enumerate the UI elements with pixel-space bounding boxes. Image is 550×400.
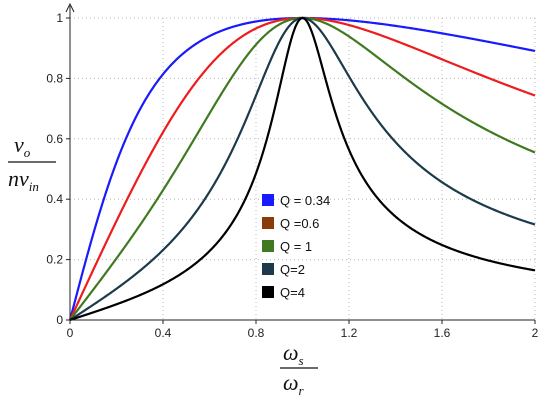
x-tick-label: 2 (532, 326, 539, 340)
legend-label: Q = 1 (280, 239, 312, 254)
x-label-numerator: ωs (283, 340, 304, 368)
y-label-denominator: nvin (8, 166, 39, 194)
legend-label: Q = 0.34 (280, 193, 330, 208)
series-line-4 (69, 16, 536, 322)
legend-swatch (262, 286, 274, 298)
x-label-denominator: ωr (283, 370, 305, 398)
y-tick-label: 0 (56, 313, 63, 327)
legend-swatch (262, 194, 274, 206)
y-label-numerator: vo (14, 132, 31, 160)
legend-swatch (262, 240, 274, 252)
y-tick-label: 0.4 (46, 192, 63, 206)
x-tick-label: 1.6 (434, 326, 451, 340)
y-axis-arrow (65, 2, 75, 13)
legend-swatch (262, 263, 274, 275)
legend-label: Q=4 (280, 285, 305, 300)
x-tick-label: 0.4 (155, 326, 172, 340)
legend-label: Q =0.6 (280, 216, 319, 231)
legend: Q = 0.34 Q =0.6 Q = 1 Q=2 Q=4 (262, 193, 330, 300)
tick-labels: 0 0.4 0.8 1.2 1.6 2 0 0.2 0.4 0.6 0.8 1 (46, 11, 538, 340)
y-tick-label: 1 (56, 11, 63, 25)
x-axis-label: ωs ωr (280, 340, 318, 398)
x-tick-label: 1.2 (341, 326, 358, 340)
y-tick-label: 0.2 (46, 253, 63, 267)
y-axis-label: vo nvin (8, 132, 56, 194)
legend-swatch (262, 217, 274, 229)
y-tick-label: 0.8 (46, 71, 63, 85)
series-lines (68, 16, 536, 322)
x-tick-label: 0 (67, 326, 74, 340)
axes (65, 2, 536, 324)
legend-label: Q=2 (280, 262, 305, 277)
x-tick-label: 0.8 (248, 326, 265, 340)
y-tick-label: 0.6 (46, 132, 63, 146)
